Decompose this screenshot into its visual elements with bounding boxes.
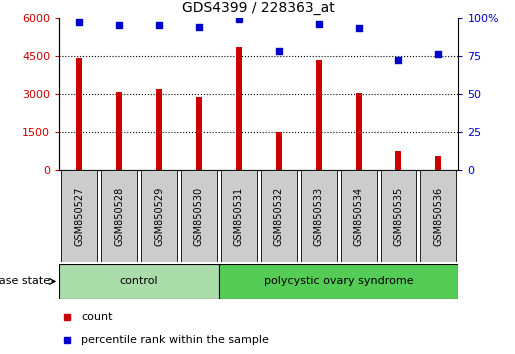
Text: GSM850532: GSM850532 [274,186,284,246]
Text: disease state: disease state [0,276,54,286]
Bar [420,170,456,262]
Text: polycystic ovary syndrome: polycystic ovary syndrome [264,276,414,286]
Point [354,25,363,31]
Text: GSM850530: GSM850530 [194,186,204,246]
Bar [221,170,257,262]
Text: GSM850531: GSM850531 [234,186,244,246]
Bar [381,170,417,262]
Bar [435,156,441,170]
Text: GSM850533: GSM850533 [314,186,323,246]
Text: GSM850535: GSM850535 [393,186,403,246]
Text: GSM850527: GSM850527 [74,186,84,246]
Bar [219,264,458,299]
Point [235,16,243,22]
Point [155,22,163,28]
Bar [340,170,376,262]
Bar [261,170,297,262]
Bar [236,47,242,170]
Point [115,22,123,28]
Text: GSM850536: GSM850536 [434,186,443,246]
Point [394,57,403,63]
Bar [116,92,122,170]
Point [274,48,283,54]
Point [75,19,83,25]
Text: GSM850528: GSM850528 [114,186,124,246]
Bar [59,264,219,299]
Bar [76,58,82,170]
Bar [101,170,137,262]
Title: GDS4399 / 228363_at: GDS4399 / 228363_at [182,1,335,15]
Bar [301,170,337,262]
Bar [276,132,282,170]
Bar [141,170,177,262]
Text: percentile rank within the sample: percentile rank within the sample [81,335,269,346]
Point [434,51,442,57]
Bar [196,97,202,170]
Bar [396,151,402,170]
Point [195,24,203,30]
Bar [316,60,322,170]
Bar [156,89,162,170]
Bar [355,93,362,170]
Point [315,21,323,27]
Text: count: count [81,312,113,322]
Bar [61,170,97,262]
Text: control: control [119,276,159,286]
Text: GSM850529: GSM850529 [154,186,164,246]
Bar [181,170,217,262]
Text: GSM850534: GSM850534 [354,186,364,246]
